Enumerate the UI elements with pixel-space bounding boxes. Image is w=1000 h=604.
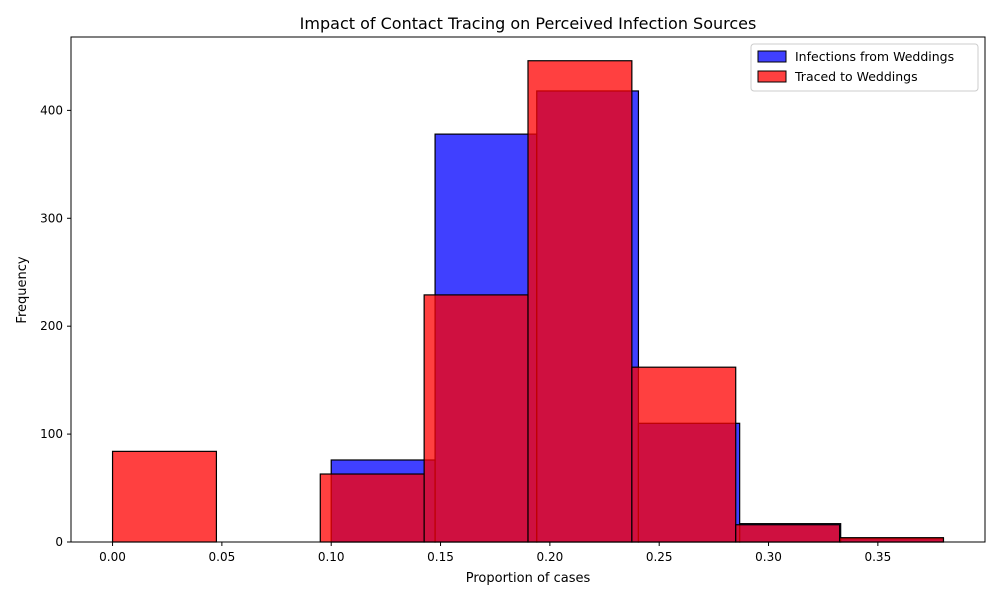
plot-frame xyxy=(70,36,986,543)
series-traced xyxy=(111,60,945,543)
chart-title: Impact of Contact Tracing on Perceived I… xyxy=(300,14,757,33)
histogram-bar xyxy=(111,450,218,543)
x-tick-label: 0.15 xyxy=(427,550,454,564)
legend-swatch xyxy=(757,70,787,83)
histogram-bar xyxy=(838,537,945,543)
x-tick-label: 0.05 xyxy=(209,550,236,564)
histogram-bar xyxy=(735,524,841,543)
y-axis-label: Frequency xyxy=(15,256,30,323)
legend: Infections from Weddings Traced to Weddin… xyxy=(750,43,979,92)
y-tick-label: 300 xyxy=(40,211,63,225)
y-tick-label: 0 xyxy=(55,535,63,549)
x-axis-label: Proportion of cases xyxy=(466,571,591,586)
x-tick-label: 0.00 xyxy=(99,550,126,564)
x-tick-label: 0.30 xyxy=(755,550,782,564)
legend-label: Traced to Weddings xyxy=(794,69,918,84)
y-tick-label: 400 xyxy=(40,103,63,117)
histogram-bar xyxy=(423,294,529,543)
x-tick-label: 0.25 xyxy=(646,550,673,564)
legend-label: Infections from Weddings xyxy=(795,49,954,64)
histogram-bar xyxy=(631,366,737,543)
x-axis: 0.00 0.05 0.10 0.15 0.20 0.25 0.30 0.35 xyxy=(99,542,891,564)
x-tick-label: 0.10 xyxy=(318,550,345,564)
x-tick-label: 0.20 xyxy=(537,550,564,564)
bars-layer xyxy=(111,60,945,543)
y-axis: 0 100 200 300 400 xyxy=(40,103,71,549)
x-tick-label: 0.35 xyxy=(864,550,891,564)
y-tick-label: 100 xyxy=(40,427,63,441)
histogram-bar xyxy=(319,473,425,543)
y-tick-label: 200 xyxy=(40,319,63,333)
legend-box xyxy=(750,43,979,92)
legend-swatch xyxy=(757,50,787,63)
histogram-bar xyxy=(527,60,633,543)
